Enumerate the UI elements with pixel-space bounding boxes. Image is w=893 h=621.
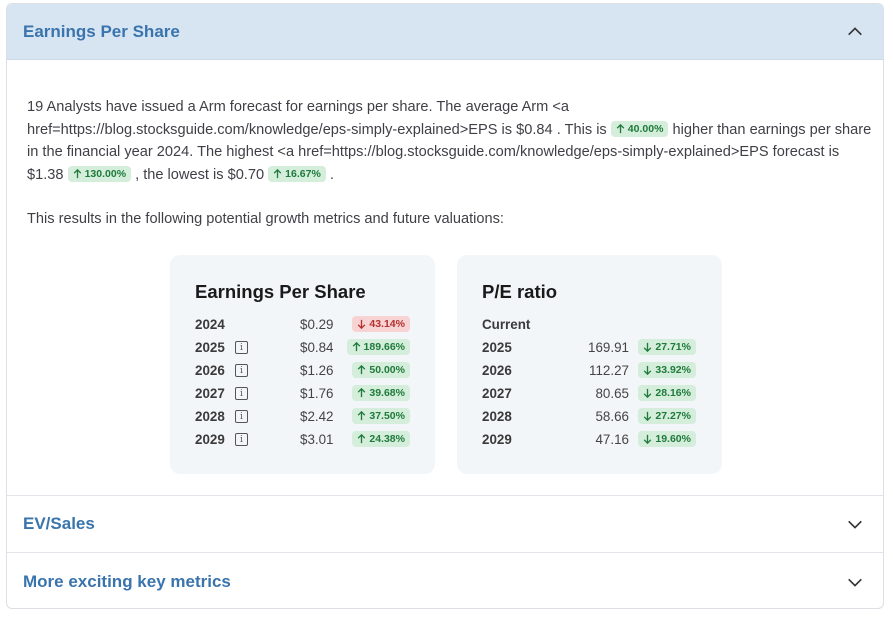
arrow-down-icon bbox=[644, 388, 652, 398]
intro-text: . bbox=[329, 166, 334, 183]
change-badge: 39.68% bbox=[352, 384, 410, 401]
change-badge: 40.00% bbox=[610, 120, 669, 137]
arrow-down-icon bbox=[644, 365, 652, 375]
change-badge: 43.14% bbox=[352, 315, 410, 332]
row-value: $0.29 bbox=[300, 317, 334, 333]
row-value: 58.66 bbox=[595, 409, 629, 425]
eps-row: 2024 $0.29 43.14% bbox=[195, 313, 411, 336]
arrow-up-icon bbox=[352, 341, 360, 352]
info-icon[interactable]: i bbox=[235, 341, 248, 355]
change-badge: 27.71% bbox=[638, 338, 696, 355]
arrow-down-icon bbox=[644, 411, 652, 421]
info-icon[interactable]: i bbox=[235, 364, 248, 378]
arrow-up-icon bbox=[273, 168, 282, 179]
eps-row: 2029 i $3.01 24.38% bbox=[195, 428, 411, 451]
row-year: 2026 bbox=[195, 363, 225, 379]
arrow-up-icon bbox=[358, 410, 366, 421]
change-badge: 16.67% bbox=[268, 165, 326, 182]
change-badge: 28.16% bbox=[638, 384, 696, 401]
section-title: More exciting key metrics bbox=[23, 571, 231, 591]
intro-text: higher than earnings per share in the fi… bbox=[27, 121, 872, 183]
section-title: EV/Sales bbox=[23, 514, 95, 533]
intro-paragraph: 19 Analysts have issued a Arm forecast f… bbox=[27, 96, 872, 186]
pe-card: P/E ratio Current 2025 169.91 27.71% 2026 11… bbox=[457, 255, 722, 475]
row-year: 2028 bbox=[482, 409, 512, 425]
section-title: Earnings Per Share bbox=[23, 21, 180, 41]
change-badge: 19.60% bbox=[638, 430, 696, 447]
change-badge: 130.00% bbox=[67, 165, 132, 182]
eps-row: 2028 i $2.42 37.50% bbox=[195, 405, 411, 428]
row-year: 2026 bbox=[482, 363, 512, 379]
arrow-up-icon bbox=[616, 123, 625, 133]
row-year: 2024 bbox=[195, 317, 225, 333]
info-icon[interactable]: i bbox=[235, 433, 248, 447]
accordion: Earnings Per Share 19 Analysts have issu… bbox=[6, 3, 884, 609]
row-value: $1.76 bbox=[300, 386, 334, 402]
row-value: $1.26 bbox=[300, 363, 334, 379]
section-header-eps[interactable]: Earnings Per Share bbox=[7, 4, 883, 60]
change-badge: 189.66% bbox=[346, 338, 410, 355]
change-badge: 50.00% bbox=[352, 361, 410, 378]
card-title: Earnings Per Share bbox=[195, 281, 366, 303]
eps-row: 2027 i $1.76 39.68% bbox=[195, 382, 411, 405]
arrow-up-icon bbox=[358, 364, 366, 375]
change-badge: 37.50% bbox=[352, 407, 410, 424]
pe-row: 2026 112.27 33.92% bbox=[482, 359, 698, 382]
section-body-eps: 19 Analysts have issued a Arm forecast f… bbox=[7, 60, 883, 496]
summary-text: This results in the following potential … bbox=[27, 211, 504, 228]
arrow-down-icon bbox=[644, 434, 652, 444]
row-value: $0.84 bbox=[300, 340, 334, 356]
row-year: 2025 bbox=[195, 340, 225, 356]
arrow-up-icon bbox=[358, 387, 366, 398]
arrow-down-icon bbox=[358, 319, 366, 329]
pe-row: 2029 47.16 19.60% bbox=[482, 428, 698, 451]
section-header-more-metrics[interactable]: More exciting key metrics bbox=[7, 553, 883, 608]
info-icon[interactable]: i bbox=[235, 387, 248, 401]
chevron-down-icon[interactable] bbox=[845, 514, 865, 534]
chevron-down-icon[interactable] bbox=[845, 572, 865, 592]
pe-row: 2028 58.66 27.27% bbox=[482, 405, 698, 428]
row-year: 2028 bbox=[195, 409, 225, 425]
arrow-up-icon bbox=[358, 433, 366, 444]
change-badge: 24.38% bbox=[352, 430, 410, 447]
pe-row: 2025 169.91 27.71% bbox=[482, 336, 698, 359]
chevron-up-icon[interactable] bbox=[845, 22, 865, 42]
row-year: 2027 bbox=[482, 386, 512, 402]
eps-row: 2025 i $0.84 189.66% bbox=[195, 336, 411, 359]
eps-row: 2026 i $1.26 50.00% bbox=[195, 359, 411, 382]
row-value: $3.01 bbox=[300, 432, 334, 448]
arrow-up-icon bbox=[73, 168, 81, 179]
intro-text: 19 Analysts have issued a Arm forecast f… bbox=[27, 99, 607, 138]
eps-card: Earnings Per Share 2024 $0.29 43.14% 2025 i $… bbox=[170, 255, 435, 475]
metric-cards: Earnings Per Share 2024 $0.29 43.14% 2025 i $… bbox=[170, 255, 863, 475]
section-header-ev-sales[interactable]: EV/Sales bbox=[7, 496, 883, 553]
info-icon[interactable]: i bbox=[235, 410, 248, 424]
row-year: 2027 bbox=[195, 386, 225, 402]
row-value: 169.91 bbox=[588, 340, 629, 356]
row-value: 112.27 bbox=[589, 363, 629, 379]
change-badge: 33.92% bbox=[638, 361, 696, 378]
row-year: 2029 bbox=[195, 432, 225, 448]
row-year: 2029 bbox=[482, 432, 512, 448]
pe-row: 2027 80.65 28.16% bbox=[482, 382, 698, 405]
current-label: Current bbox=[482, 317, 531, 333]
row-year: 2025 bbox=[482, 340, 512, 356]
row-value: 80.65 bbox=[595, 386, 629, 402]
arrow-down-icon bbox=[644, 342, 652, 352]
row-value: 47.16 bbox=[595, 432, 629, 448]
change-badge: 27.27% bbox=[638, 407, 696, 424]
row-value: $2.42 bbox=[300, 409, 334, 425]
card-title: P/E ratio bbox=[482, 281, 558, 303]
intro-text: , the lowest is $0.70 bbox=[135, 166, 265, 183]
